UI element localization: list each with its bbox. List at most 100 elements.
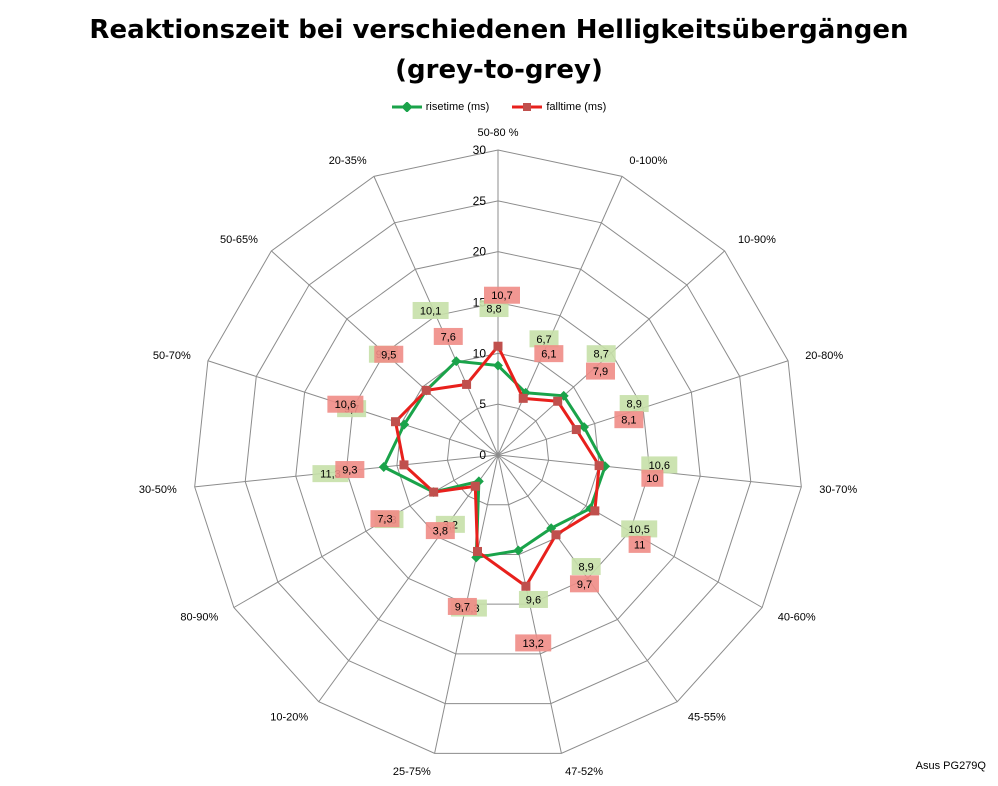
category-label-3: 20-80%	[805, 350, 843, 362]
series-line-0	[382, 359, 607, 559]
falltime-point-2	[553, 396, 563, 406]
series-1	[391, 341, 604, 591]
grid-ring-5	[446, 403, 550, 506]
tick-label-25: 25	[473, 194, 487, 208]
falltime-point-1	[518, 393, 528, 403]
risetime-label-4: 10,6	[649, 460, 670, 472]
risetime-label-1: 6,7	[536, 334, 551, 346]
risetime-point-3	[579, 422, 590, 432]
falltime-label-box-7	[515, 634, 552, 652]
falltime-point-7	[521, 581, 531, 591]
legend-label-risetime: risetime (ms)	[425, 101, 490, 113]
falltime-label-7: 13,2	[523, 638, 544, 650]
falltime-label-box-2	[585, 362, 615, 380]
category-label-11: 30-50%	[139, 484, 177, 496]
falltime-label-6: 9,7	[577, 579, 592, 591]
grid-ring-15	[345, 301, 651, 605]
falltime-point-11	[399, 460, 409, 470]
falltime-point-12	[391, 417, 401, 427]
grid-ring-20	[295, 251, 701, 655]
falltime-label-0: 10,7	[491, 290, 512, 302]
risetime-label-2: 8,7	[594, 349, 609, 361]
chart-title: Reaktionszeit bei verschiedenen Helligke…	[0, 10, 998, 90]
risetime-label-7: 9,6	[526, 594, 541, 606]
tick-label-10: 10	[473, 346, 487, 360]
falltime-label-box-10	[370, 510, 400, 528]
category-label-6: 45-55%	[688, 711, 726, 723]
falltime-label-3: 8,1	[621, 415, 636, 427]
falltime-point-9	[470, 481, 480, 491]
risetime-label-box-4	[641, 456, 678, 474]
falltime-point-8	[472, 546, 482, 556]
risetime-label-box-14	[412, 301, 449, 319]
falltime-point-4	[594, 461, 604, 471]
category-label-7: 47-52%	[565, 766, 603, 778]
risetime-label-5: 10,5	[629, 524, 650, 536]
legend-swatch-falltime	[512, 103, 543, 111]
legend-swatch-risetime	[391, 102, 422, 112]
falltime-label-box-11	[335, 461, 365, 479]
risetime-point-11	[378, 462, 389, 472]
series-line-1	[394, 344, 601, 588]
risetime-label-box-2	[586, 345, 616, 363]
tick-label-30: 30	[473, 143, 487, 157]
falltime-point-10	[429, 487, 439, 497]
falltime-label-4: 10	[646, 473, 658, 485]
legend-label-falltime: falltime (ms)	[546, 101, 607, 113]
falltime-label-12: 10,6	[335, 399, 356, 411]
risetime-point-7	[513, 545, 524, 556]
chart-subtitle: (grey-to-grey)	[395, 55, 603, 85]
falltime-label-box-4	[641, 469, 664, 487]
tick-label-20: 20	[473, 245, 487, 259]
credit-label: Asus PG279Q	[915, 760, 986, 772]
risetime-label-0: 8,8	[486, 304, 501, 316]
falltime-label-1: 6,1	[541, 349, 556, 361]
risetime-label-box-3	[619, 395, 649, 413]
falltime-label-8: 9,7	[455, 601, 470, 613]
risetime-point-14	[451, 356, 462, 367]
falltime-label-box-14	[433, 327, 463, 345]
radar-grid	[194, 149, 802, 754]
grid-ring-25	[244, 200, 752, 705]
falltime-label-box-3	[614, 411, 644, 429]
legend-entry-falltime: falltime (ms)	[512, 101, 606, 113]
falltime-point-13	[421, 385, 431, 395]
falltime-label-10: 7,3	[377, 514, 392, 526]
category-label-2: 10-90%	[738, 234, 776, 246]
falltime-label-box-5	[628, 535, 651, 553]
falltime-label-box-9	[425, 522, 455, 540]
risetime-point-0	[493, 360, 503, 371]
falltime-label-box-0	[484, 286, 520, 304]
risetime-label-box-1	[529, 330, 559, 348]
risetime-label-3: 8,9	[627, 399, 642, 411]
category-label-1: 0-100%	[629, 155, 667, 167]
risetime-label-box-0	[479, 300, 509, 318]
risetime-label-box-7	[518, 590, 548, 608]
falltime-label-9: 3,8	[433, 526, 448, 538]
risetime-label-box-6	[571, 558, 601, 576]
category-label-0: 50-80 %	[478, 127, 519, 139]
spoke-10	[233, 454, 499, 608]
category-label-4: 30-70%	[819, 484, 857, 496]
category-label-12: 50-70%	[153, 350, 191, 362]
legend-entry-risetime: risetime (ms)	[391, 101, 490, 113]
falltime-label-11: 9,3	[342, 465, 357, 477]
falltime-label-box-13	[374, 345, 404, 363]
chart-title-line1: Reaktionszeit bei verschiedenen Helligke…	[89, 15, 909, 45]
falltime-label-box-8	[447, 597, 477, 615]
tick-label-5: 5	[479, 397, 486, 411]
tick-label-0: 0	[479, 448, 486, 462]
falltime-point-0	[493, 341, 503, 351]
category-label-5: 40-60%	[778, 612, 816, 624]
falltime-label-2: 7,9	[593, 366, 608, 378]
falltime-label-14: 7,6	[441, 331, 456, 343]
spoke-9	[318, 454, 499, 703]
falltime-point-6	[551, 530, 561, 540]
grid-ring-30	[194, 149, 802, 754]
falltime-label-13: 9,5	[381, 349, 396, 361]
spoke-1	[497, 176, 623, 456]
risetime-point-12	[399, 419, 410, 430]
category-label-14: 20-35%	[329, 155, 367, 167]
falltime-point-14	[462, 379, 472, 389]
